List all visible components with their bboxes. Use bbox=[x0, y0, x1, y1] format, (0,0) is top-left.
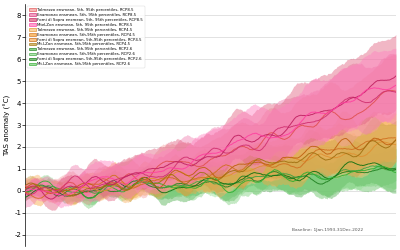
Legend: Tolmezzo ensmean, 5th, 95th percentiles, RCP8.5, Enamonzo ensmean, 5th, 95th per: Tolmezzo ensmean, 5th, 95th percentiles,… bbox=[27, 6, 145, 68]
Text: Baseline: 1Jan.1993-31Dec.2022: Baseline: 1Jan.1993-31Dec.2022 bbox=[292, 228, 363, 232]
Y-axis label: TAS anomaly (°C): TAS anomaly (°C) bbox=[4, 94, 11, 156]
